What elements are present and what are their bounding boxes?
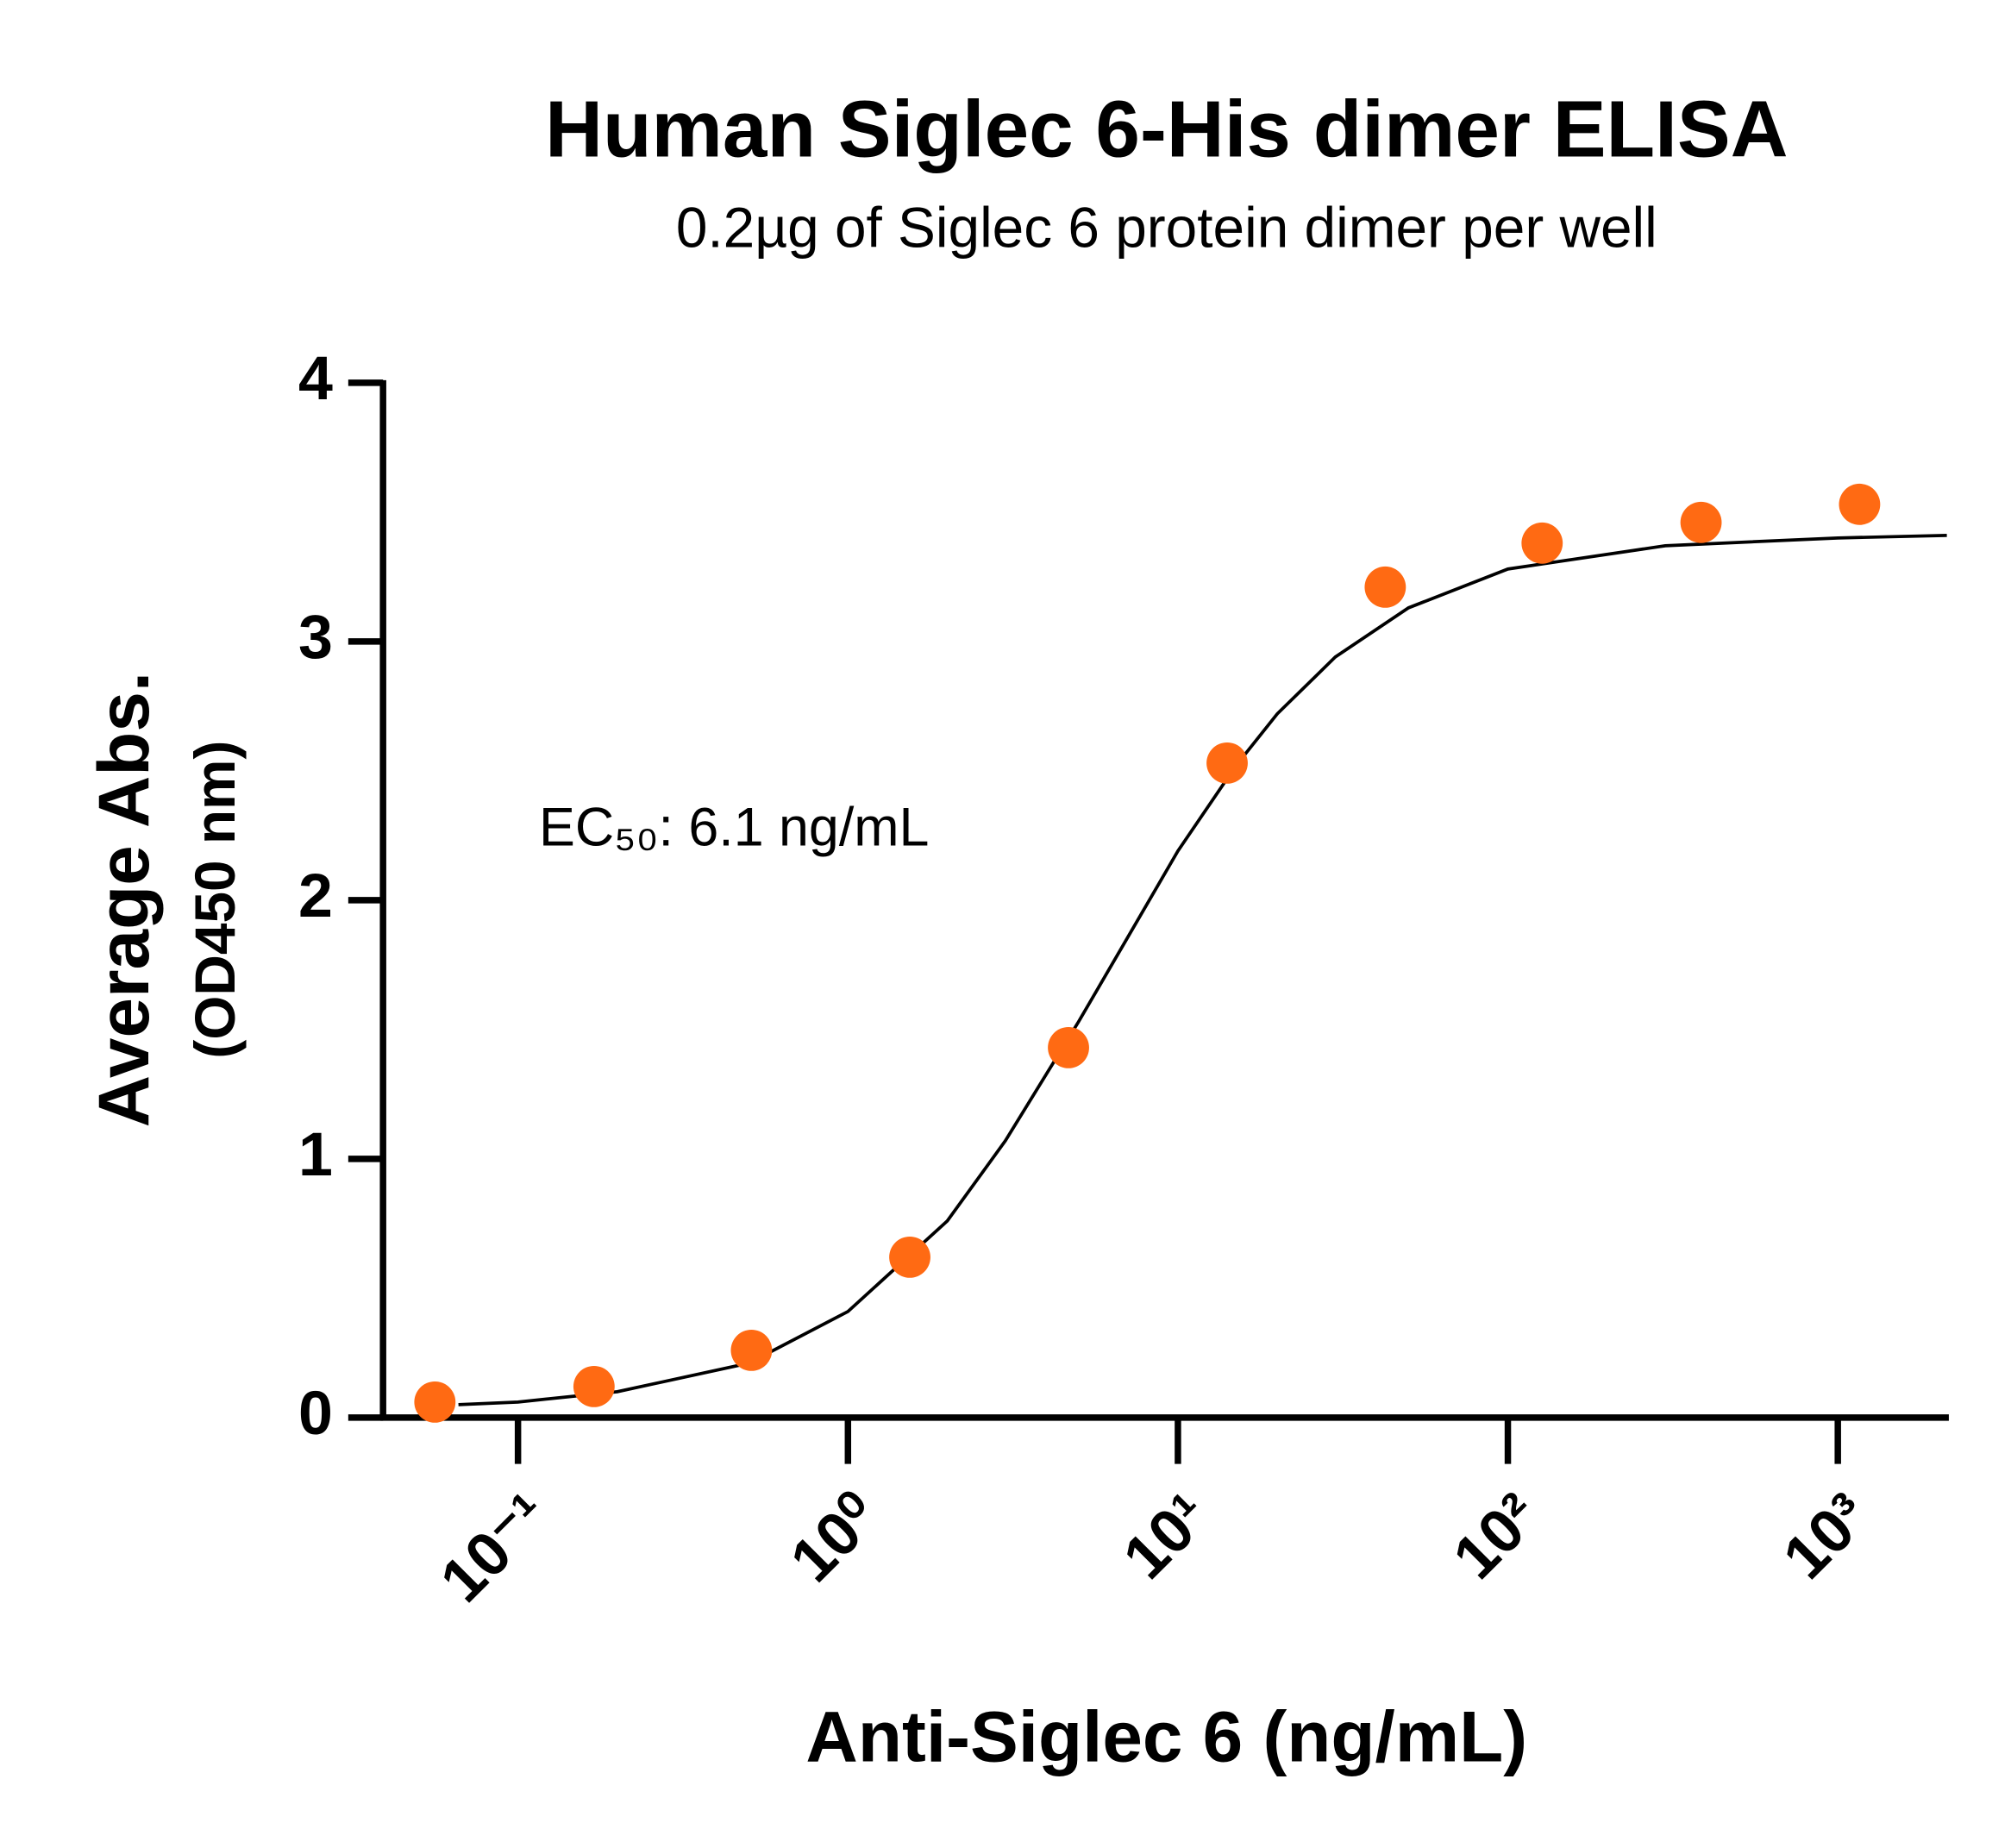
y-axis-sublabel: (OD450 nm) (183, 741, 247, 1059)
y-tick-label: 4 (298, 344, 333, 413)
y-tick-label: 3 (298, 603, 333, 672)
data-point (1680, 501, 1722, 543)
chart-title: Human Siglec 6-His dimer ELISA (545, 84, 1788, 173)
x-tick-label: 10⁻¹ (428, 1481, 563, 1616)
data-point (1048, 1026, 1089, 1068)
x-tick-label: 10² (1440, 1481, 1552, 1593)
y-axis-label: Average Abs. (83, 672, 164, 1128)
data-point (1364, 566, 1406, 608)
x-tick-label: 10⁰ (778, 1481, 893, 1595)
fit-curve (458, 533, 1947, 1406)
data-point (1206, 742, 1248, 784)
x-tick-label: 10³ (1770, 1481, 1883, 1593)
y-tick-label: 1 (298, 1120, 333, 1189)
data-point (573, 1365, 615, 1407)
y-tick-label: 2 (298, 861, 333, 930)
chart-subtitle: 0.2µg of Siglec 6 protein dimer per well (676, 195, 1657, 259)
x-axis-label: Anti-Siglec 6 (ng/mL) (805, 1696, 1527, 1777)
data-point (889, 1236, 930, 1278)
ec50-annotation: EC₅₀: 6.1 ng/mL (539, 797, 929, 857)
data-point (1521, 522, 1563, 564)
data-point (730, 1329, 773, 1371)
data-point (414, 1381, 456, 1423)
data-point (1839, 483, 1881, 525)
y-tick-label: 0 (298, 1379, 333, 1448)
x-tick-label: 10¹ (1111, 1481, 1223, 1593)
